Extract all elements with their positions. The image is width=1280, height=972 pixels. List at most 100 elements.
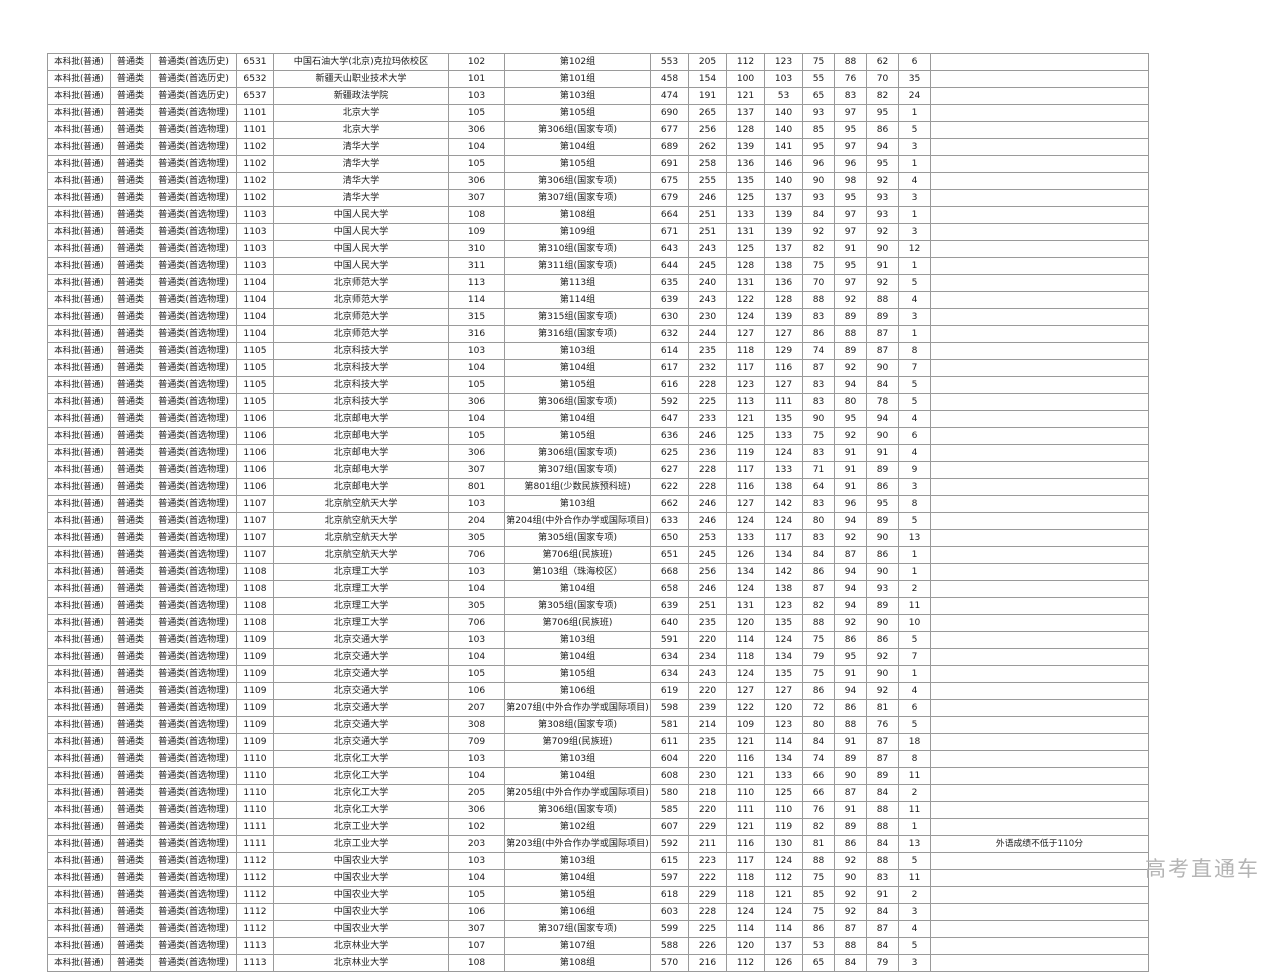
cell-sub3: 86 [866, 546, 899, 564]
cell-rank: 1 [898, 665, 931, 683]
cell-subcategory: 普通类(首选物理) [150, 852, 237, 870]
cell-school_name: 中国石油大学(北京)克拉玛依校区 [273, 53, 449, 71]
cell-rank: 3 [898, 308, 931, 326]
cell-batch: 本科批(普通) [47, 937, 111, 955]
cell-school_code: 1109 [236, 631, 274, 649]
cell-foreign: 141 [764, 138, 803, 156]
cell-subcategory: 普通类(首选物理) [150, 155, 237, 173]
cell-sub1: 74 [802, 342, 835, 360]
table-row: 本科批(普通) 普通类 普通类(首选物理) 1112 中国农业大学 104 第104组 597… [47, 869, 1149, 887]
cell-foreign: 135 [764, 614, 803, 632]
cell-group_name: 第105组 [504, 376, 651, 394]
cell-sub2: 91 [834, 444, 867, 462]
table-row: 本科批(普通) 普通类 普通类(首选物理) 1109 北京交通大学 308 第308组(国家… [47, 716, 1149, 734]
table-row: 本科批(普通) 普通类 普通类(首选物理) 1111 北京工业大学 203 第203组(中外… [47, 835, 1149, 853]
table-row: 本科批(普通) 普通类 普通类(首选物理) 1108 北京理工大学 104 第104组 658… [47, 580, 1149, 598]
cell-category: 普通类 [110, 444, 151, 462]
cell-math: 117 [726, 461, 765, 479]
cell-note [930, 631, 1149, 649]
cell-sub3: 88 [866, 852, 899, 870]
cell-sub2: 89 [834, 818, 867, 836]
cell-foreign: 134 [764, 648, 803, 666]
table-row: 本科批(普通) 普通类 普通类(首选物理) 1107 北京航空航天大学 204 第204组(… [47, 512, 1149, 530]
cell-chinese: 223 [688, 852, 727, 870]
cell-group_name: 第305组(国家专项) [504, 597, 651, 615]
cell-note [930, 733, 1149, 751]
cell-school_code: 1104 [236, 291, 274, 309]
cell-sub2: 95 [834, 648, 867, 666]
cell-note [930, 529, 1149, 547]
cell-foreign: 114 [764, 920, 803, 938]
cell-sub1: 66 [802, 784, 835, 802]
cell-batch: 本科批(普通) [47, 393, 111, 411]
cell-total: 639 [650, 597, 689, 615]
cell-school_name: 北京理工大学 [273, 614, 449, 632]
cell-sub3: 87 [866, 733, 899, 751]
watermark: 高考直通车 [1145, 857, 1260, 881]
cell-chinese: 230 [688, 767, 727, 785]
cell-total: 643 [650, 240, 689, 258]
cell-sub1: 95 [802, 138, 835, 156]
cell-group_name: 第108组 [504, 954, 651, 972]
cell-group_code: 113 [448, 274, 505, 292]
cell-foreign: 127 [764, 376, 803, 394]
table-row: 本科批(普通) 普通类 普通类(首选物理) 1111 北京工业大学 102 第102组 607… [47, 818, 1149, 836]
cell-sub3: 84 [866, 376, 899, 394]
cell-sub2: 94 [834, 563, 867, 581]
table-row: 本科批(普通) 普通类 普通类(首选物理) 1112 中国农业大学 307 第307组(国家… [47, 920, 1149, 938]
cell-batch: 本科批(普通) [47, 359, 111, 377]
cell-sub1: 84 [802, 546, 835, 564]
cell-sub1: 75 [802, 257, 835, 275]
cell-group_name: 第706组(民族班) [504, 614, 651, 632]
cell-group_name: 第801组(少数民族预科班) [504, 478, 651, 496]
cell-group_code: 103 [448, 852, 505, 870]
cell-chinese: 246 [688, 189, 727, 207]
cell-batch: 本科批(普通) [47, 342, 111, 360]
cell-math: 118 [726, 869, 765, 887]
cell-group_code: 315 [448, 308, 505, 326]
cell-school_code: 1109 [236, 682, 274, 700]
cell-sub3: 89 [866, 767, 899, 785]
cell-rank: 5 [898, 512, 931, 530]
cell-category: 普通类 [110, 155, 151, 173]
cell-chinese: 235 [688, 342, 727, 360]
cell-group_code: 306 [448, 801, 505, 819]
cell-category: 普通类 [110, 580, 151, 598]
cell-sub3: 70 [866, 70, 899, 88]
cell-sub1: 82 [802, 818, 835, 836]
cell-category: 普通类 [110, 954, 151, 972]
cell-chinese: 228 [688, 461, 727, 479]
cell-batch: 本科批(普通) [47, 835, 111, 853]
cell-total: 658 [650, 580, 689, 598]
cell-math: 112 [726, 954, 765, 972]
cell-sub2: 86 [834, 631, 867, 649]
cell-note [930, 87, 1149, 105]
cell-total: 580 [650, 784, 689, 802]
cell-chinese: 220 [688, 631, 727, 649]
cell-sub1: 83 [802, 529, 835, 547]
cell-math: 137 [726, 104, 765, 122]
cell-note [930, 172, 1149, 190]
cell-total: 679 [650, 189, 689, 207]
cell-category: 普通类 [110, 835, 151, 853]
cell-sub2: 83 [834, 87, 867, 105]
cell-school_code: 1106 [236, 444, 274, 462]
cell-chinese: 205 [688, 53, 727, 71]
cell-sub3: 92 [866, 648, 899, 666]
cell-group_code: 207 [448, 699, 505, 717]
cell-school_name: 中国农业大学 [273, 903, 449, 921]
cell-foreign: 103 [764, 70, 803, 88]
cell-note [930, 257, 1149, 275]
cell-subcategory: 普通类(首选物理) [150, 699, 237, 717]
cell-rank: 11 [898, 767, 931, 785]
cell-subcategory: 普通类(首选物理) [150, 937, 237, 955]
cell-sub2: 88 [834, 716, 867, 734]
cell-chinese: 216 [688, 954, 727, 972]
cell-school_code: 6532 [236, 70, 274, 88]
cell-group_name: 第310组(国家专项) [504, 240, 651, 258]
cell-rank: 8 [898, 750, 931, 768]
cell-school_code: 1103 [236, 206, 274, 224]
cell-school_code: 1103 [236, 223, 274, 241]
cell-group_code: 103 [448, 495, 505, 513]
cell-sub2: 92 [834, 529, 867, 547]
